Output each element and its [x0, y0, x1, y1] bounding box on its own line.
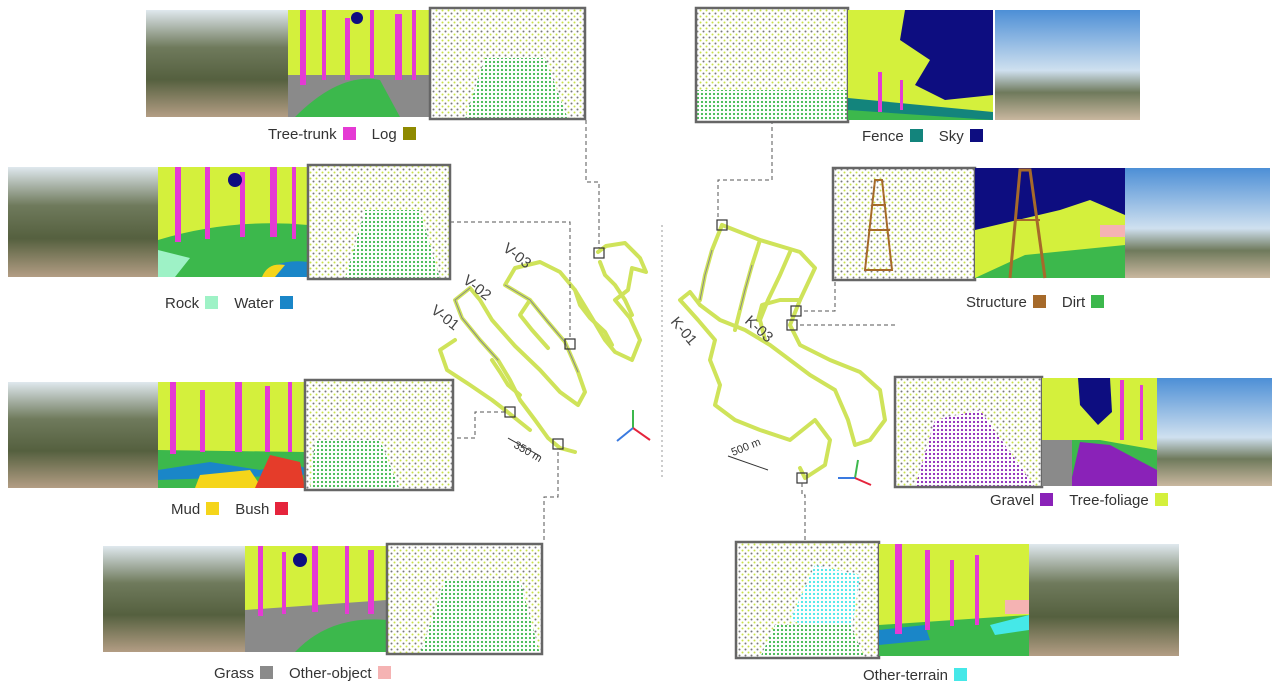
legend-label-sky: Sky — [938, 128, 964, 145]
legend-label-log: Log — [371, 126, 397, 143]
segmentation-mask — [158, 382, 305, 488]
axes-glyph-right — [838, 459, 872, 486]
seq-label-k03: K-03 — [741, 312, 776, 346]
legend-swatch-fence — [909, 129, 923, 142]
sample-box-k-mid2 — [786, 319, 798, 331]
rgb-photo — [8, 167, 158, 277]
legend-swatch-log — [402, 127, 416, 140]
legend-label-bush: Bush — [235, 501, 270, 518]
point-cloud — [385, 542, 544, 656]
point-cloud — [893, 375, 1044, 489]
point-cloud — [694, 6, 850, 124]
panel-top-right — [694, 6, 1140, 124]
leader-lines — [450, 120, 895, 540]
legend-swatch-other-terrain — [954, 668, 968, 681]
rgb-photo — [146, 10, 288, 117]
legend-swatch-water — [279, 296, 293, 309]
legend-label-mud: Mud — [171, 501, 201, 518]
legend-row-rock-water: Rock Water — [165, 295, 293, 313]
panel-top-left — [146, 6, 587, 121]
point-cloud — [831, 166, 977, 282]
legend-swatch-grass — [260, 666, 274, 679]
segmentation-mask — [288, 10, 430, 117]
panel-right-gravel-foliage — [893, 375, 1272, 489]
rgb-photo — [995, 10, 1140, 120]
legend-row-structure-dirt: Structure Dirt — [966, 294, 1105, 312]
sample-box-v01b — [552, 438, 564, 450]
segmentation-mask — [1042, 378, 1157, 486]
segmentation-mask — [975, 168, 1125, 279]
segmentation-mask — [848, 10, 993, 120]
segmentation-mask — [245, 546, 387, 652]
scale-label-left: 350 m — [512, 439, 544, 465]
point-cloud — [428, 6, 587, 121]
scale-label-right: 500 m — [730, 436, 763, 459]
panel-bottom-left — [103, 542, 544, 656]
legend-swatch-structure — [1032, 295, 1046, 308]
legend-swatch-sky — [969, 129, 983, 142]
point-cloud — [303, 378, 455, 492]
rgb-photo — [1125, 168, 1270, 278]
sample-box-k-top — [716, 219, 728, 231]
legend-swatch-gravel — [1040, 493, 1054, 506]
segmentation-mask — [879, 544, 1029, 656]
sample-box-k-mid1 — [790, 305, 802, 317]
rgb-photo — [1029, 544, 1179, 656]
sample-box-v02 — [564, 338, 576, 350]
trajectory-map-left-thin — [454, 284, 579, 373]
rgb-photo — [8, 382, 158, 488]
legend-row-other-terrain: Other-terrain — [863, 667, 968, 685]
scale-bar-right — [727, 455, 769, 471]
legend-label-fence: Fence — [862, 128, 904, 145]
rgb-photo — [103, 546, 245, 652]
legend-label-grass: Grass — [214, 665, 255, 682]
panel-right-structure-dirt — [831, 166, 1270, 282]
point-cloud — [734, 540, 881, 660]
legend-swatch-tree-trunk — [342, 127, 356, 140]
legend-row-grass-other-object: Grass Other-object — [214, 665, 391, 683]
legend-row-tree-trunk-log: Tree-trunk Log — [268, 126, 416, 144]
scale-bar-left — [507, 437, 541, 457]
legend-swatch-other-object — [377, 666, 391, 679]
rgb-photo — [1157, 378, 1272, 486]
point-cloud — [306, 163, 452, 281]
legend-swatch-dirt — [1091, 295, 1105, 308]
axes-glyph-left — [616, 410, 651, 442]
legend-label-water: Water — [234, 295, 274, 312]
legend-label-rock: Rock — [165, 295, 200, 312]
panel-left-rock-water — [8, 163, 452, 281]
legend-swatch-bush — [275, 502, 289, 515]
legend-label-tree-foliage: Tree-foliage — [1069, 492, 1149, 509]
panel-bottom-right — [734, 540, 1179, 660]
legend-row-mud-bush: Mud Bush — [171, 501, 289, 519]
segmentation-mask — [158, 167, 308, 277]
legend-label-structure: Structure — [966, 294, 1027, 311]
legend-label-tree-trunk: Tree-trunk — [268, 126, 337, 143]
legend-label-other-object: Other-object — [289, 665, 372, 682]
legend-swatch-mud — [206, 502, 220, 515]
legend-row-gravel-foliage: Gravel Tree-foliage — [990, 492, 1168, 510]
legend-row-fence-sky: Fence Sky — [862, 128, 983, 146]
legend-label-dirt: Dirt — [1061, 294, 1086, 311]
legend-label-gravel: Gravel — [990, 492, 1035, 509]
panel-left-mud-bush — [8, 378, 455, 492]
legend-swatch-tree-foliage — [1154, 493, 1168, 506]
legend-swatch-rock — [205, 296, 219, 309]
trajectory-map-right-thin — [699, 249, 753, 311]
legend-label-other-terrain: Other-terrain — [863, 667, 949, 684]
